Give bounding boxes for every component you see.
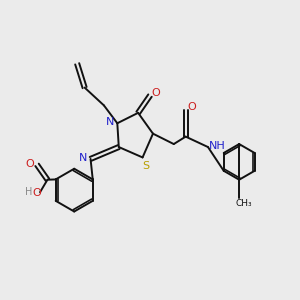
Text: O: O	[187, 103, 196, 112]
Text: N: N	[79, 153, 88, 163]
Text: O: O	[152, 88, 160, 98]
Text: N: N	[106, 117, 114, 127]
Text: NH: NH	[208, 141, 225, 151]
Text: CH₃: CH₃	[235, 199, 252, 208]
Text: H: H	[25, 187, 32, 196]
Text: O: O	[33, 188, 41, 198]
Text: O: O	[26, 159, 34, 169]
Text: S: S	[142, 161, 150, 171]
